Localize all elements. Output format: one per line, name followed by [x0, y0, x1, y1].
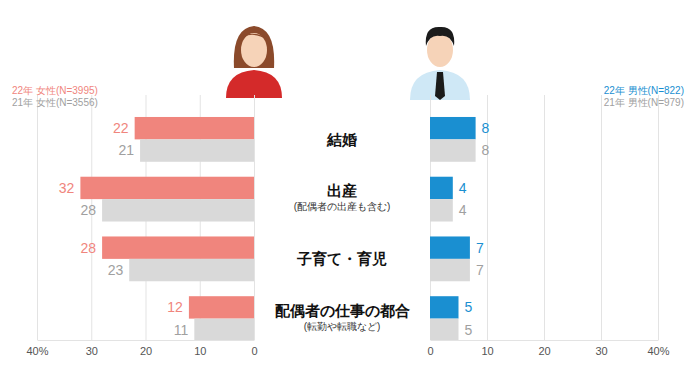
bars-right [430, 117, 476, 340]
bar [129, 259, 254, 281]
grid-line [544, 95, 545, 340]
icon-hair [426, 27, 454, 46]
grid-line [658, 95, 659, 340]
tick: 20 [538, 95, 550, 357]
axis-line [38, 340, 255, 341]
bar [102, 236, 254, 258]
tick-label: 10 [194, 345, 206, 357]
tick: 40% [26, 95, 48, 357]
bar [430, 199, 453, 221]
tick-label: 10 [481, 345, 493, 357]
bar [102, 199, 254, 221]
tick-label: 30 [86, 345, 98, 357]
data-label: 8 [482, 120, 490, 136]
tick-label: 0 [427, 345, 433, 357]
data-label: 8 [482, 142, 490, 158]
tick-label: 20 [140, 345, 152, 357]
category-label: 出産(配偶者の出産も含む) [294, 182, 391, 212]
data-label: 23 [108, 262, 124, 278]
icon-hair [234, 26, 274, 68]
icon-tie [435, 72, 445, 100]
tick-label: 20 [538, 345, 550, 357]
bar [430, 296, 459, 318]
tick: 10 [481, 95, 493, 357]
bar [430, 177, 453, 199]
data-label: 12 [167, 299, 183, 315]
data-labels-left: 22 32 28 12 21 28 23 11 [59, 120, 189, 338]
legend-left: 22年 女性(N=3995)21年 女性(N=3556) [12, 85, 98, 108]
legend-entry: 21年 男性(N=979) [604, 97, 684, 108]
icon-body [410, 70, 470, 100]
icon-man [410, 27, 470, 100]
data-labels-right: 8 4 7 5 8 4 7 5 [459, 120, 490, 338]
bar [135, 117, 254, 139]
bar [194, 319, 254, 340]
bar [430, 117, 476, 139]
tick-label: 0 [251, 345, 257, 357]
bar [140, 139, 254, 161]
tick: 30 [595, 95, 607, 357]
category-label: 配偶者の仕事の都合(転勤や転職など) [275, 302, 410, 332]
data-label: 32 [59, 180, 75, 196]
data-label: 28 [81, 240, 97, 256]
tick: 40% [647, 95, 669, 357]
category-label: 子育て・育児 [296, 250, 387, 267]
x-axis-left: 0 10 20 30 40% [26, 95, 257, 357]
bar [189, 296, 254, 318]
bar [80, 177, 254, 199]
legend-right: 22年 男性(N=822)21年 男性(N=979) [604, 85, 684, 108]
data-label: 5 [465, 299, 473, 315]
category-label: 結婚 [326, 131, 357, 148]
icon-hair [240, 34, 268, 44]
category-labels: 結婚出産(配偶者の出産も含む) 子育て・育児配偶者の仕事の都合(転勤や転職など) [275, 131, 410, 332]
grid-line [601, 95, 602, 340]
chart: 0 10 20 30 40% 22 32 28 12 21 28 23 11 22年 女性(N=3995)… [0, 0, 694, 391]
legend-entry: 22年 男性(N=822) [604, 85, 684, 96]
bar [430, 139, 476, 161]
tick: 30 [86, 95, 98, 357]
tick-label: 30 [595, 345, 607, 357]
grid-line [37, 95, 38, 340]
data-label: 7 [476, 240, 484, 256]
bar [430, 236, 470, 258]
bars-left [80, 117, 254, 340]
data-label: 22 [113, 120, 129, 136]
bar [430, 319, 459, 340]
data-label: 11 [174, 322, 189, 338]
tick-label: 40% [26, 345, 48, 357]
data-label: 7 [476, 262, 484, 278]
axis-line [431, 340, 659, 341]
tick-label: 40% [647, 345, 669, 357]
icon-face [241, 33, 267, 67]
data-label: 21 [118, 142, 134, 158]
legend-entry: 21年 女性(N=3556) [12, 97, 98, 108]
bar [430, 259, 470, 281]
x-axis-right: 0 10 20 30 40% [427, 95, 669, 357]
data-label: 5 [465, 322, 473, 338]
legend-entry: 22年 女性(N=3995) [12, 85, 98, 96]
data-label: 4 [459, 202, 467, 218]
icon-woman [226, 26, 282, 98]
icon-face [427, 33, 453, 67]
grid-line [254, 95, 255, 340]
icon-body [226, 70, 282, 98]
data-label: 28 [81, 202, 97, 218]
data-label: 4 [459, 180, 467, 196]
